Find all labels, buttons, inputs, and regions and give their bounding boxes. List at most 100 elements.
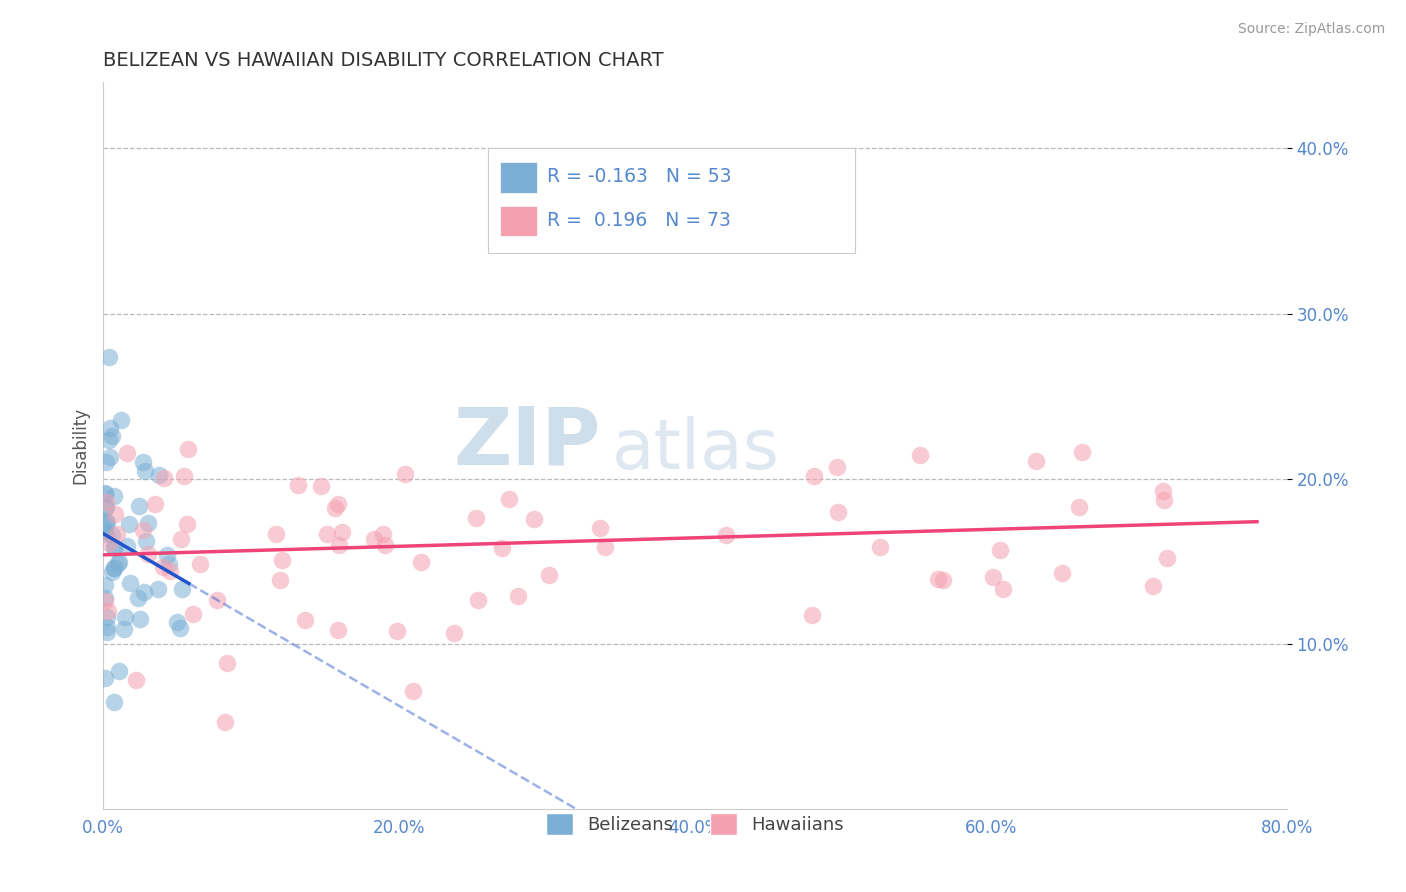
Point bbox=[143, 497, 166, 511]
Point bbox=[170, 532, 193, 546]
Point bbox=[409, 555, 432, 569]
Point bbox=[96, 625, 118, 640]
Point bbox=[97, 604, 120, 618]
Point bbox=[991, 582, 1014, 597]
Point bbox=[93, 486, 115, 500]
Point bbox=[97, 350, 120, 364]
Point bbox=[103, 695, 125, 709]
Point bbox=[523, 512, 546, 526]
Point bbox=[94, 495, 117, 509]
Point bbox=[328, 538, 350, 552]
FancyBboxPatch shape bbox=[488, 148, 855, 253]
Point bbox=[1142, 579, 1164, 593]
Text: R = -0.163   N = 53: R = -0.163 N = 53 bbox=[547, 168, 731, 186]
Point bbox=[93, 514, 115, 528]
Point bbox=[93, 524, 115, 538]
Point bbox=[181, 607, 204, 621]
Point bbox=[103, 561, 125, 575]
Point bbox=[589, 521, 612, 535]
Point bbox=[94, 455, 117, 469]
Point bbox=[96, 609, 118, 624]
Point bbox=[94, 486, 117, 500]
Point bbox=[173, 469, 195, 483]
Point bbox=[1071, 445, 1094, 459]
Point bbox=[287, 478, 309, 492]
Point bbox=[127, 591, 149, 606]
Point bbox=[537, 568, 560, 582]
Point bbox=[869, 541, 891, 555]
Point bbox=[115, 539, 138, 553]
Point bbox=[269, 573, 291, 587]
Point bbox=[385, 624, 408, 639]
Point bbox=[118, 575, 141, 590]
Point bbox=[136, 516, 159, 530]
Point bbox=[328, 623, 350, 637]
Point bbox=[825, 459, 848, 474]
Text: Source: ZipAtlas.com: Source: ZipAtlas.com bbox=[1237, 22, 1385, 37]
Point bbox=[93, 594, 115, 608]
Point bbox=[103, 489, 125, 503]
Point bbox=[148, 468, 170, 483]
Point bbox=[101, 528, 124, 542]
Point bbox=[443, 625, 465, 640]
Point bbox=[374, 538, 396, 552]
Point bbox=[981, 570, 1004, 584]
Point bbox=[176, 516, 198, 531]
Point bbox=[94, 500, 117, 515]
Point bbox=[803, 468, 825, 483]
Legend: Belizeans, Hawaiians: Belizeans, Hawaiians bbox=[537, 804, 853, 844]
Point bbox=[170, 582, 193, 596]
Text: BELIZEAN VS HAWAIIAN DISABILITY CORRELATION CHART: BELIZEAN VS HAWAIIAN DISABILITY CORRELAT… bbox=[103, 51, 664, 70]
Point bbox=[270, 553, 292, 567]
Point bbox=[498, 492, 520, 507]
Point bbox=[316, 527, 339, 541]
Point bbox=[217, 657, 239, 671]
Point bbox=[101, 566, 124, 580]
Point bbox=[402, 683, 425, 698]
Point bbox=[506, 589, 529, 603]
Point bbox=[371, 527, 394, 541]
Point bbox=[214, 714, 236, 729]
Point bbox=[714, 528, 737, 542]
Point bbox=[98, 450, 121, 464]
Point bbox=[491, 541, 513, 555]
Point bbox=[931, 573, 953, 587]
Point bbox=[128, 499, 150, 513]
Point bbox=[94, 517, 117, 532]
Point bbox=[309, 479, 332, 493]
Point bbox=[132, 523, 155, 537]
Y-axis label: Disability: Disability bbox=[72, 407, 89, 484]
Point bbox=[166, 615, 188, 630]
Point bbox=[134, 585, 156, 599]
Point bbox=[103, 541, 125, 555]
Point bbox=[177, 442, 200, 456]
Point bbox=[800, 608, 823, 623]
Point bbox=[105, 526, 128, 541]
Point bbox=[103, 561, 125, 575]
Point bbox=[1067, 500, 1090, 515]
Point bbox=[1153, 492, 1175, 507]
Point bbox=[96, 515, 118, 529]
Point bbox=[93, 500, 115, 515]
Point bbox=[108, 555, 131, 569]
Point bbox=[98, 421, 121, 435]
Point bbox=[827, 505, 849, 519]
Point bbox=[125, 673, 148, 688]
Point bbox=[294, 613, 316, 627]
Point bbox=[205, 593, 228, 607]
Point bbox=[1025, 454, 1047, 468]
Point bbox=[152, 560, 174, 574]
Point bbox=[94, 527, 117, 541]
Point bbox=[363, 532, 385, 546]
Point bbox=[394, 467, 416, 481]
Point bbox=[96, 620, 118, 634]
Point bbox=[157, 557, 180, 571]
Point bbox=[135, 534, 157, 549]
Point bbox=[110, 413, 132, 427]
Point bbox=[325, 501, 347, 516]
Point bbox=[128, 612, 150, 626]
FancyBboxPatch shape bbox=[499, 206, 537, 236]
Point bbox=[104, 507, 127, 521]
Point bbox=[114, 609, 136, 624]
Point bbox=[100, 429, 122, 443]
